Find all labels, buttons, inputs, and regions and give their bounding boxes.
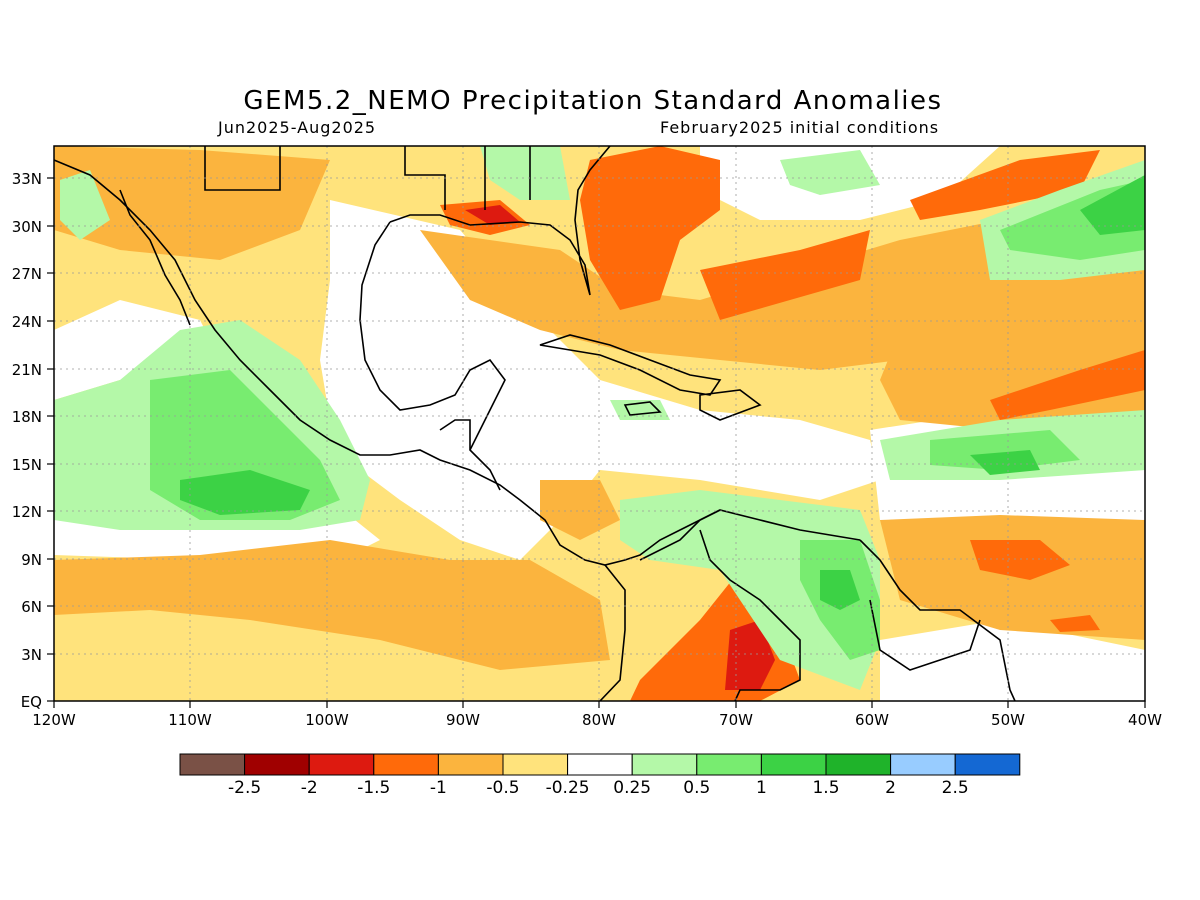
ecuador-coast	[599, 564, 626, 701]
map-title: GEM5.2_NEMO Precipitation Standard Anoma…	[243, 86, 943, 116]
gulf-west-coast	[359, 221, 506, 451]
lon-label: 60W	[855, 711, 889, 729]
darkorange-atlantic-e	[1050, 615, 1100, 632]
guianas-border	[869, 599, 981, 671]
lon-label: 40W	[1128, 711, 1162, 729]
coastlines	[54, 146, 1016, 701]
lat-label: 24N	[12, 313, 42, 331]
lat-label: 3N	[21, 646, 42, 664]
colorbar-label: 1.5	[812, 778, 839, 798]
lat-labels: 33N 30N 27N 24N 21N 18N 15N 12N 9N 6N 3N…	[12, 170, 42, 711]
colorbar-label: 2.5	[942, 778, 969, 798]
colorbar-swatch	[954, 753, 1021, 776]
midgreen-pacific	[180, 470, 310, 515]
lat-label: 9N	[21, 551, 42, 569]
colombia-border	[699, 529, 801, 701]
green-atlantic-mid	[930, 430, 1080, 470]
red-colombia	[725, 620, 775, 690]
lon-label: 50W	[991, 711, 1025, 729]
anomaly-field	[54, 146, 1145, 701]
darkorange-atlantic-d	[970, 540, 1070, 580]
darkorange-florida-east	[580, 146, 720, 310]
colorbar-label: 0.25	[613, 778, 651, 798]
midgreen-guyana	[820, 570, 860, 610]
jamaica	[623, 401, 662, 416]
lat-label: 6N	[21, 598, 42, 616]
colorbar	[179, 753, 1021, 776]
colorbar-label: -0.25	[546, 778, 590, 798]
forecast-period: Jun2025-Aug2025	[218, 118, 377, 137]
white-region-atlantic-south	[880, 620, 1145, 701]
gulf-north-coast	[389, 146, 611, 296]
orange-mexico-north	[54, 146, 330, 260]
darkorange-atlantic-c	[990, 350, 1145, 420]
lightgreen-atlantic-n	[780, 150, 880, 195]
colorbar-swatch	[373, 753, 439, 776]
white-region-gulf	[320, 200, 880, 560]
lat-label: 12N	[12, 503, 42, 521]
us-border-east	[404, 146, 446, 210]
hispaniola	[699, 389, 762, 421]
colorbar-label: 1	[756, 778, 767, 798]
colorbar-swatch	[890, 753, 956, 776]
colorbar-swatch	[760, 753, 827, 776]
cuba	[539, 334, 722, 396]
midgreen-atlantic-mid	[970, 450, 1040, 475]
lat-label: 18N	[12, 408, 42, 426]
gridlines	[54, 146, 1145, 701]
lat-label: 27N	[12, 265, 42, 283]
colorbar-swatch	[179, 753, 246, 776]
lon-labels: 120W 110W 100W 90W 80W 70W 60W 50W 40W	[32, 711, 1162, 729]
colorbar-swatch	[502, 753, 569, 776]
colorbar-label: 2	[885, 778, 896, 798]
lon-label: 100W	[305, 711, 349, 729]
colorbar-labels: -2.5 -2 -1.5 -1 -0.5 -0.25 0.25 0.5 1 1.5 2 2.5	[228, 778, 969, 798]
central-america-borders	[439, 419, 501, 491]
lat-label: 15N	[12, 456, 42, 474]
lon-label: 120W	[32, 711, 76, 729]
lat-label: 33N	[12, 170, 42, 188]
baja-outline	[119, 189, 191, 326]
red-gulf-coast	[465, 205, 520, 225]
tick-marks	[47, 177, 1146, 708]
lon-label: 110W	[168, 711, 212, 729]
colorbar-label: -1	[430, 778, 447, 798]
initial-conditions: February2025 initial conditions	[660, 118, 940, 137]
colorbar-label: -0.5	[486, 778, 519, 798]
colorbar-label: 0.5	[683, 778, 710, 798]
lat-label: 30N	[12, 218, 42, 236]
colorbar-label: -2.5	[228, 778, 261, 798]
colorbar-swatch	[437, 753, 504, 776]
pacific-coast	[54, 159, 861, 566]
colorbar-label: -1.5	[357, 778, 390, 798]
lon-label: 90W	[446, 711, 480, 729]
us-mexico-border-west	[204, 146, 281, 191]
lon-label: 70W	[719, 711, 753, 729]
lightgreen-georgia	[480, 146, 570, 200]
darkorange-atlantic-a	[700, 230, 870, 320]
colorbar-swatch	[567, 753, 633, 776]
lightgreen-baja	[60, 170, 110, 240]
us-state-borders	[484, 146, 531, 210]
orange-pacific-south	[54, 540, 610, 670]
colombia-coast	[639, 509, 721, 561]
orange-atlantic-south	[880, 515, 1145, 640]
colorbar-swatch	[308, 753, 375, 776]
colorbar-swatch	[244, 753, 310, 776]
lat-label: 21N	[12, 361, 42, 379]
orange-caribbean-west	[540, 480, 620, 540]
colorbar-swatch	[631, 753, 698, 776]
colorbar-swatch	[696, 753, 762, 776]
colorbar-label: -2	[301, 778, 318, 798]
colorbar-swatch	[825, 753, 892, 776]
lon-label: 80W	[582, 711, 616, 729]
midgreen-atlantic-ne	[1080, 175, 1145, 235]
lat-label: EQ	[21, 693, 42, 711]
darkorange-atlantic-b	[910, 150, 1100, 220]
